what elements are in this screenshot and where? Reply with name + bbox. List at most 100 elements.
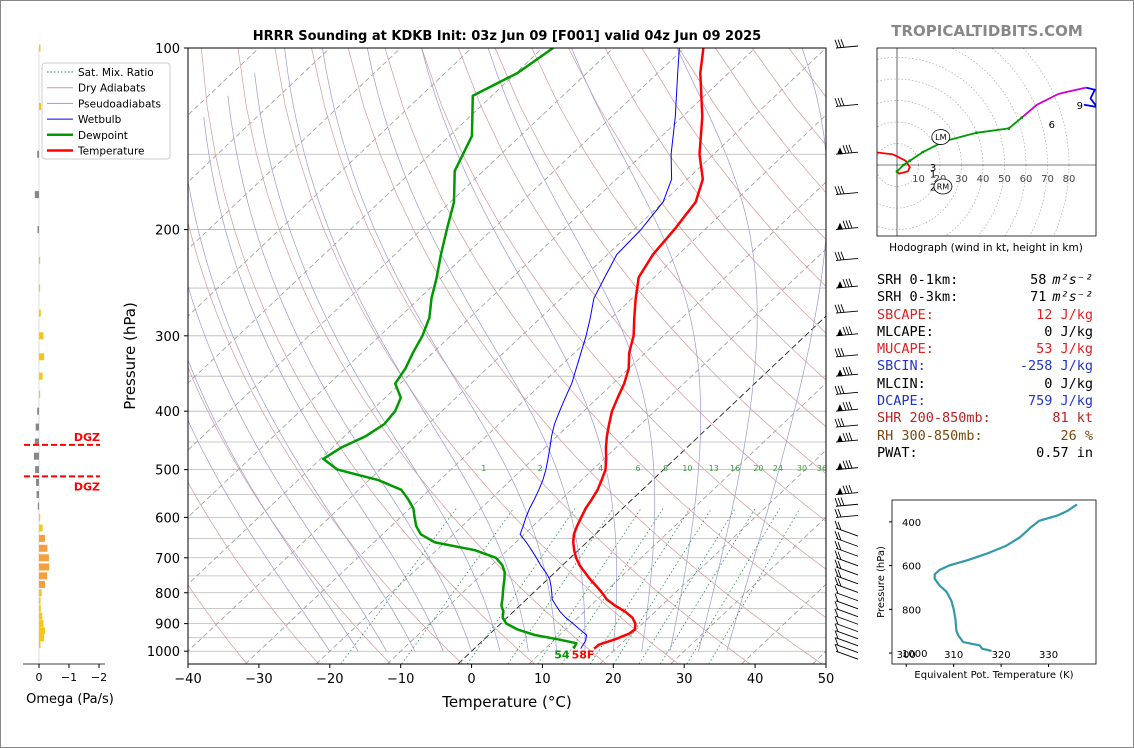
hodograph-height-label: 9 bbox=[1077, 101, 1083, 112]
wind-barb bbox=[834, 530, 859, 547]
omega-bar bbox=[39, 641, 41, 649]
index-label: SBCIN: bbox=[877, 358, 926, 375]
omega-bar bbox=[39, 554, 49, 562]
barb-feather bbox=[837, 97, 842, 107]
y-tick-label: 800 bbox=[155, 587, 180, 602]
barb-feather bbox=[840, 185, 845, 195]
index-label: PWAT: bbox=[877, 444, 918, 461]
omega-bar bbox=[39, 580, 45, 588]
wind-barb bbox=[834, 630, 859, 647]
wind-barb bbox=[834, 418, 859, 428]
index-value: 71 m²s⁻² bbox=[1030, 289, 1093, 306]
x-axis-label: Temperature (°C) bbox=[441, 693, 571, 711]
isotherm bbox=[188, 48, 614, 451]
site-brand[interactable]: TROPICALTIDBITS.COM bbox=[891, 22, 1083, 40]
isotherm bbox=[188, 48, 685, 518]
isotherm bbox=[386, 248, 826, 664]
chart-title: HRRR Sounding at KDKB Init: 03z Jun 09 [… bbox=[253, 29, 761, 44]
x-tick-label: 0 bbox=[467, 672, 475, 687]
wind-barb bbox=[835, 484, 859, 496]
dry-adiabat bbox=[200, 48, 535, 664]
storm-motion-circle bbox=[931, 129, 951, 145]
omega-bar bbox=[39, 284, 41, 292]
theta-y-tick-label: 800 bbox=[902, 605, 921, 616]
isotherm bbox=[188, 48, 401, 250]
wind-barb bbox=[835, 401, 859, 412]
index-number: 58 bbox=[1030, 272, 1047, 288]
hodograph-point bbox=[902, 163, 905, 167]
x-tick-label: −30 bbox=[245, 672, 272, 687]
omega-axis-label: Omega (Pa/s) bbox=[26, 692, 114, 707]
barb-feather bbox=[834, 601, 839, 610]
omega-bar bbox=[39, 513, 41, 521]
wind-barb bbox=[835, 366, 859, 377]
mixing-ratio-label: 24 bbox=[773, 464, 783, 473]
barb-feather bbox=[845, 366, 850, 376]
hodograph-height-label: 1 bbox=[930, 170, 936, 181]
barb-feather bbox=[837, 532, 842, 541]
barb-feather bbox=[834, 530, 839, 540]
y-tick-label: 700 bbox=[155, 552, 180, 567]
omega-bar bbox=[37, 502, 39, 510]
barb-feather bbox=[837, 521, 842, 531]
barb-feather bbox=[834, 550, 839, 559]
barb-feather bbox=[834, 637, 839, 646]
barb-staff bbox=[835, 547, 859, 557]
hodograph-trace bbox=[1083, 86, 1096, 108]
omega-bar bbox=[39, 589, 42, 597]
index-value: 0 J/kg bbox=[1044, 324, 1093, 341]
pseudoadiabat bbox=[676, 48, 758, 652]
wind-barb bbox=[834, 304, 859, 314]
index-row: RH 300-850mb: 26 % bbox=[877, 428, 1097, 445]
omega-bar bbox=[39, 544, 48, 552]
omega-tick-label: −2 bbox=[91, 671, 107, 684]
theta-x-tick-label: 310 bbox=[944, 650, 963, 661]
theta-y-tick-label: 1000 bbox=[902, 649, 927, 660]
hodograph-height-label: 6 bbox=[1049, 120, 1055, 131]
omega-bar bbox=[39, 390, 41, 398]
barb-feather bbox=[834, 186, 839, 195]
barb-staff bbox=[835, 644, 859, 654]
barb-feather bbox=[848, 366, 853, 375]
pseudoadiabat bbox=[366, 48, 586, 652]
barb-feather bbox=[840, 39, 845, 48]
barb-feather bbox=[842, 367, 847, 376]
index-label: DCAPE: bbox=[877, 393, 926, 410]
index-number: 26 % bbox=[1060, 427, 1093, 444]
index-unit: m²s⁻² bbox=[1052, 289, 1093, 306]
x-tick-label: 10 bbox=[534, 672, 551, 687]
barb-staff bbox=[835, 566, 859, 576]
theta-x-tick-label: 300 bbox=[897, 650, 916, 661]
dgz-label: DGZ bbox=[74, 431, 100, 444]
dry-adiabat bbox=[188, 584, 248, 664]
storm-motion-marker: RM bbox=[933, 178, 953, 195]
dry-adiabat bbox=[311, 48, 751, 664]
omega-bar bbox=[39, 102, 42, 110]
hodograph-caption: Hodograph (wind in kt, height in km) bbox=[889, 242, 1083, 254]
wind-barb bbox=[835, 460, 859, 471]
barb-staff bbox=[835, 424, 859, 428]
barb-feather bbox=[834, 593, 839, 602]
barb-feather bbox=[834, 630, 839, 639]
dry-adiabat bbox=[188, 366, 391, 664]
hodograph-trace bbox=[1021, 86, 1087, 119]
mixing-ratio-label: 30 bbox=[797, 464, 807, 473]
omega-bar bbox=[36, 478, 39, 486]
barb-feather bbox=[834, 577, 839, 586]
x-tick-label: −10 bbox=[387, 672, 414, 687]
barb-feather bbox=[845, 144, 850, 154]
barb-feather bbox=[842, 402, 847, 411]
omega-bar bbox=[39, 634, 45, 642]
barb-staff bbox=[835, 354, 859, 358]
barb-feather bbox=[845, 485, 850, 494]
storm-motion-label: RM bbox=[937, 183, 950, 192]
omega-bar bbox=[39, 372, 43, 380]
hodograph-point bbox=[895, 170, 899, 173]
index-value: 58 m²s⁻² bbox=[1030, 272, 1093, 289]
mixing-ratio-label: 1 bbox=[481, 464, 486, 473]
wind-barb bbox=[834, 559, 859, 576]
barb-feather bbox=[845, 326, 850, 335]
wind-barb bbox=[834, 643, 859, 660]
wind-barb bbox=[834, 520, 859, 537]
